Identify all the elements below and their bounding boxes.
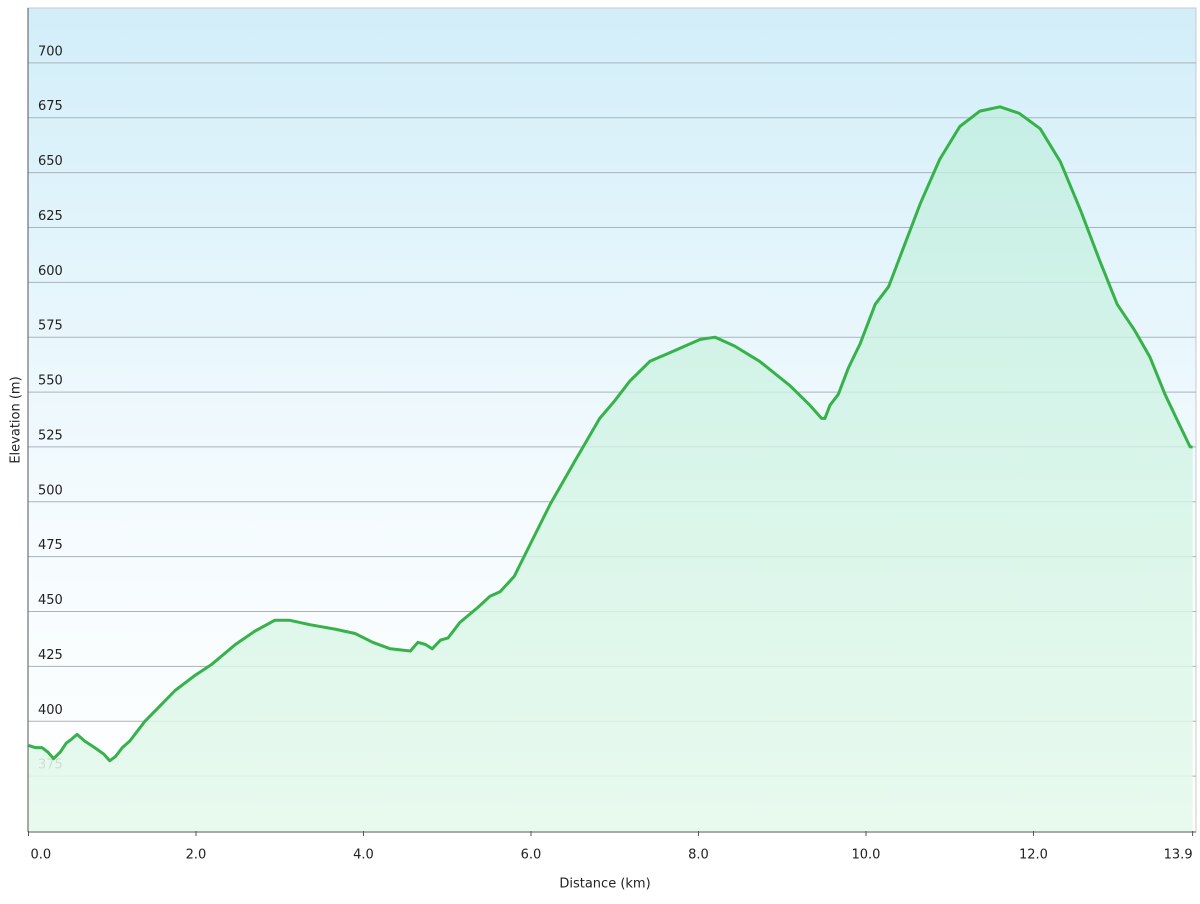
y-tick-label: 550 [38, 374, 63, 389]
x-tick-label: 0.0 [31, 848, 52, 863]
y-tick-label: 525 [38, 428, 63, 443]
y-tick-label: 475 [38, 538, 63, 553]
y-tick-label: 600 [38, 264, 63, 279]
area [28, 106, 1193, 832]
x-tick-label: 10.0 [852, 848, 881, 863]
x-tick-label: 2.0 [186, 848, 207, 863]
y-tick-label: 400 [38, 703, 63, 718]
y-tick-label: 450 [38, 593, 63, 608]
y-tick-label: 700 [38, 44, 63, 59]
y-tick-label: 625 [38, 209, 63, 224]
y-tick-label: 575 [38, 319, 63, 334]
x-tick-label: 13.9 [1164, 848, 1193, 863]
x-tick-label: 8.0 [688, 848, 709, 863]
x-axis-label: Distance (km) [559, 877, 650, 892]
y-tick-label: 425 [38, 648, 63, 663]
x-tick-label: 6.0 [521, 848, 542, 863]
x-tick-label: 12.0 [1019, 848, 1048, 863]
x-tick-label: 4.0 [353, 848, 374, 863]
line [28, 105, 1193, 763]
y-tick-label: 650 [38, 154, 63, 169]
y-tick-label: 675 [38, 99, 63, 114]
y-tick-label: 500 [38, 483, 63, 498]
y-axis-label: Elevation (m) [9, 376, 24, 463]
